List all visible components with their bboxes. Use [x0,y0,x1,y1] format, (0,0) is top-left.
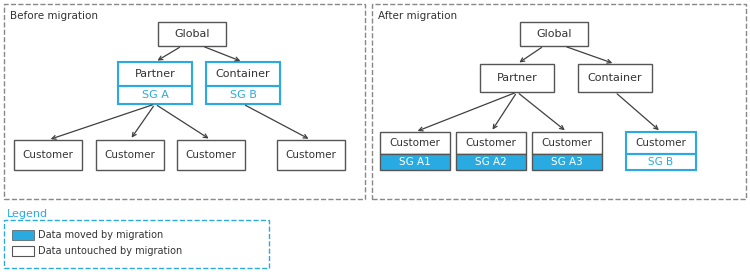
Bar [177,140,245,170]
Text: SG A1: SG A1 [399,157,430,167]
Text: Customer: Customer [389,138,440,148]
Bar [380,132,450,154]
Text: Customer: Customer [542,138,592,148]
Text: SG B: SG B [649,157,674,167]
Text: SG A: SG A [142,90,169,100]
Text: Partner: Partner [496,73,537,83]
Text: Legend: Legend [7,209,48,219]
Bar [277,140,345,170]
Bar [206,86,280,104]
Text: Global: Global [536,29,572,39]
Bar [4,220,269,268]
Bar [480,64,554,92]
Text: Customer: Customer [104,150,155,160]
Text: Container: Container [216,69,270,79]
Text: SG A3: SG A3 [551,157,583,167]
Bar [14,140,82,170]
Text: Customer: Customer [466,138,517,148]
Text: SG B: SG B [230,90,256,100]
Bar [96,140,164,170]
Bar [12,230,34,240]
Bar [626,154,696,170]
Bar [158,22,226,46]
Text: Partner: Partner [135,69,176,79]
Text: SG A2: SG A2 [476,157,507,167]
Bar [118,86,192,104]
Text: Data moved by migration: Data moved by migration [38,230,164,240]
Text: Customer: Customer [22,150,74,160]
Text: Container: Container [588,73,642,83]
Text: Before migration: Before migration [10,11,98,21]
Bar [626,132,696,154]
Text: Customer: Customer [185,150,236,160]
Bar [532,154,602,170]
Bar [380,154,450,170]
Bar [520,22,588,46]
Bar [118,62,192,86]
Bar [578,64,652,92]
Text: Global: Global [174,29,210,39]
Text: Customer: Customer [635,138,686,148]
Bar [456,132,526,154]
Text: Data untouched by migration: Data untouched by migration [38,246,182,256]
Bar [532,132,602,154]
Bar [372,4,746,199]
Bar [206,62,280,86]
Bar [4,4,365,199]
Text: Customer: Customer [286,150,337,160]
Bar [456,154,526,170]
Bar [12,246,34,256]
Text: After migration: After migration [378,11,457,21]
